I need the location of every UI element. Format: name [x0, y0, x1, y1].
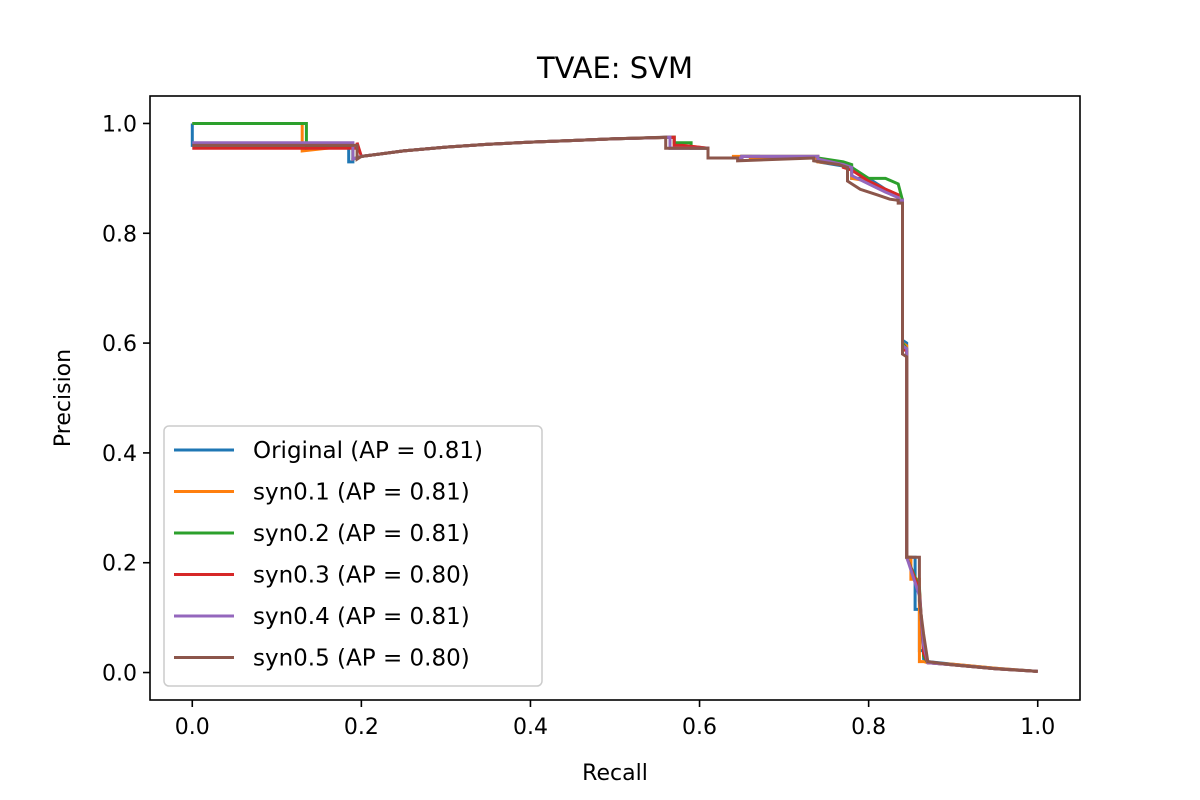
legend-box: [163, 425, 543, 687]
x-tick-label: 0.6: [682, 715, 717, 740]
y-tick-label: 0.2: [102, 552, 137, 577]
legend-label-4: syn0.4 (AP = 0.81): [253, 604, 470, 630]
x-tick-label: 0.0: [175, 715, 210, 740]
y-tick-label: 0.0: [102, 662, 137, 687]
legend: Original (AP = 0.81) syn0.1 (AP = 0.81) sy…: [163, 425, 543, 687]
plot-series-group: [190, 122, 1038, 673]
y-tick-label: 0.6: [102, 332, 137, 357]
legend-label-0: Original (AP = 0.81): [253, 438, 483, 464]
legend-label-2: syn0.2 (AP = 0.81): [253, 521, 470, 547]
legend-label-5: syn0.5 (AP = 0.80): [253, 646, 470, 672]
x-tick-label: 1.0: [1020, 715, 1055, 740]
y-tick-label: 0.8: [102, 222, 137, 247]
x-axis-label: Recall: [582, 761, 648, 786]
chart-title: TVAE: SVM: [536, 51, 693, 85]
legend-label-3: syn0.3 (AP = 0.80): [253, 563, 470, 589]
plot-frame: [149, 95, 1081, 701]
x-tick-label: 0.4: [513, 715, 548, 740]
y-tick-label: 0.4: [102, 442, 137, 467]
y-axis-label: Precision: [51, 349, 76, 447]
x-tick-label: 0.8: [851, 715, 886, 740]
x-axis-ticks: 0.0 0.2 0.4 0.6 0.8 1.0: [175, 700, 1055, 740]
series-line-5: [192, 135, 1038, 673]
y-axis-ticks: 0.0 0.2 0.4 0.6 0.8 1.0: [102, 112, 150, 687]
legend-label-1: syn0.1 (AP = 0.81): [253, 480, 470, 506]
y-tick-label: 1.0: [102, 112, 137, 137]
x-tick-label: 0.2: [344, 715, 379, 740]
